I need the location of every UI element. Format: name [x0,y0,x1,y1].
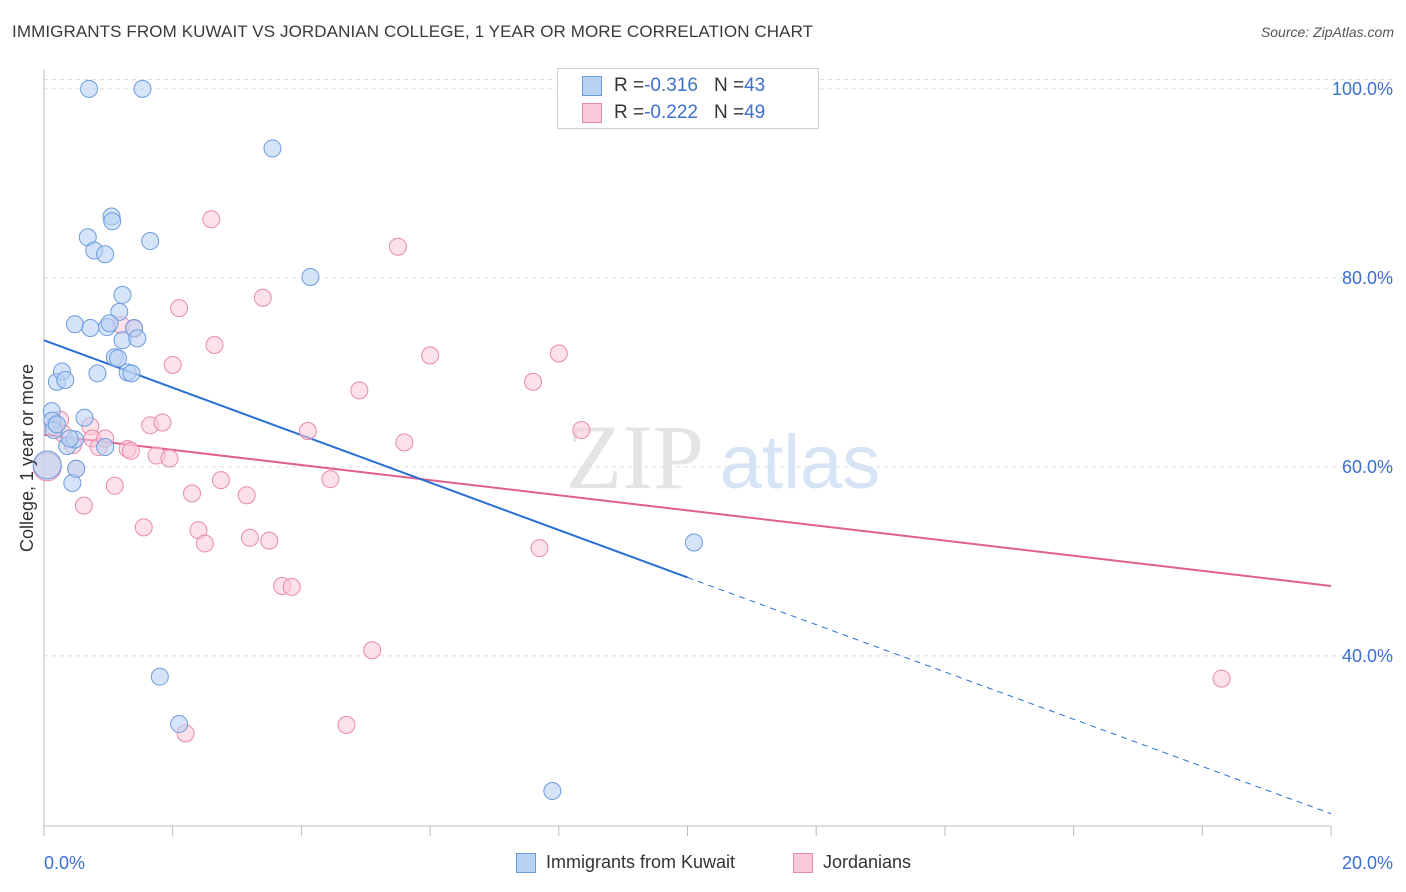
r-value: -0.222 [644,102,698,123]
kuwait-point [56,370,75,389]
point-layer [32,79,1231,801]
jordanians-point [134,518,153,537]
kuwait-point [80,79,99,98]
kuwait-point [301,267,320,286]
n-value: 49 [744,102,766,123]
kuwait-legend-swatch [516,852,536,873]
kuwait-point [32,450,62,480]
kuwait-point [100,314,119,333]
jordanians-point [153,413,172,432]
watermark-atlas: atlas [720,420,881,505]
kuwait-point [60,429,79,448]
source-label: Source: ZipAtlas.com [1260,24,1394,40]
kuwait-point [65,315,84,334]
jordanians-point [160,449,179,468]
jordanians-point [549,344,568,363]
watermark-zip: ZIP [566,406,704,508]
y-tick-label: 100.0% [1332,79,1393,99]
n-label: N = [713,75,745,96]
jordanians-point [240,528,259,547]
kuwait-swatch [582,76,602,96]
jordanians-point [170,299,189,318]
jordanians-point [388,237,407,256]
kuwait-trend-line [43,339,688,579]
chart-title: IMMIGRANTS FROM KUWAIT VS JORDANIAN COLL… [12,22,814,41]
kuwait-point [96,438,115,457]
r-label: R = [614,102,645,123]
jordan-legend-swatch [793,852,813,873]
kuwait-point [170,714,189,733]
kuwait-point [263,139,282,158]
jordanians-point [253,288,272,307]
kuwait-point [96,245,115,264]
legend-item-kuwait: Immigrants from Kuwait [516,852,735,873]
jordanians-point [1212,669,1231,688]
kuwait-point [133,79,152,98]
kuwait-point [141,232,160,251]
legend-item-jordanians: Jordanians [793,852,911,873]
stats-legend-row-kuwait: R = -0.316 N = 43 [582,74,765,98]
kuwait-point [81,318,100,337]
y-tick-label: 40.0% [1342,646,1393,666]
y-tick-label: 80.0% [1342,268,1393,288]
watermark: ZIP atlas [566,406,880,508]
trend-layer [43,339,1332,815]
x-tick-label: 0.0% [44,853,85,873]
series-legend: Immigrants from Kuwait Jordanians [0,850,1406,878]
jordanians-point [121,441,140,460]
jordan-swatch [582,103,602,123]
jordanians-point [237,486,256,505]
label-layer: 40.0% 60.0% 80.0% 100.0% 0.0% 20.0% College, 1… [17,79,1393,873]
jordanians-point [282,577,301,596]
legend-label-kuwait: Immigrants from Kuwait [546,852,736,872]
jordanians-point [530,539,549,558]
n-value: 43 [744,75,766,96]
jordanians-point [298,421,317,440]
x-tick-label: 20.0% [1342,853,1393,873]
y-axis-title: College, 1 year or more [17,364,37,552]
r-value: -0.316 [644,75,698,96]
kuwait-point [150,667,169,686]
kuwait-point [67,459,86,478]
jordanians-point [205,335,224,354]
kuwait-point [684,533,703,552]
jordanians-point [260,531,279,550]
kuwait-point [88,364,107,383]
jordanians-point [211,471,230,490]
jordanians-point [195,534,214,553]
jordanians-point [321,470,340,489]
jordanians-point [202,210,221,229]
jordanians-point [183,484,202,503]
kuwait-point [109,349,128,368]
jordanians-point [74,496,93,515]
stats-legend: R = -0.316 N = 43 R = -0.222 N = 49 [557,68,819,129]
kuwait-point [103,212,122,231]
kuwait-trend-line-extension [687,576,1332,815]
kuwait-point [113,285,132,304]
kuwait-point [122,364,141,383]
kuwait-point [47,415,66,434]
jordanians-point [350,381,369,400]
kuwait-point [543,782,562,801]
kuwait-point [128,329,147,348]
jordanians-point [163,355,182,374]
stats-legend-row-jordan: R = -0.222 N = 49 [582,101,765,125]
jordanians-point [572,421,591,440]
r-label: R = [614,75,645,96]
jordanians-point [395,433,414,452]
kuwait-point [75,408,94,427]
legend-label-jordanians: Jordanians [823,852,912,872]
axis-layer [43,70,1332,836]
jordanians-point [105,476,124,495]
y-tick-label: 60.0% [1342,457,1393,477]
jordanians-point [524,372,543,391]
jordanians-point [363,641,382,660]
jordanians-point [421,346,440,365]
n-label: N = [713,102,745,123]
jordanians-point [337,715,356,734]
jordanians-trend-line [43,433,1332,587]
